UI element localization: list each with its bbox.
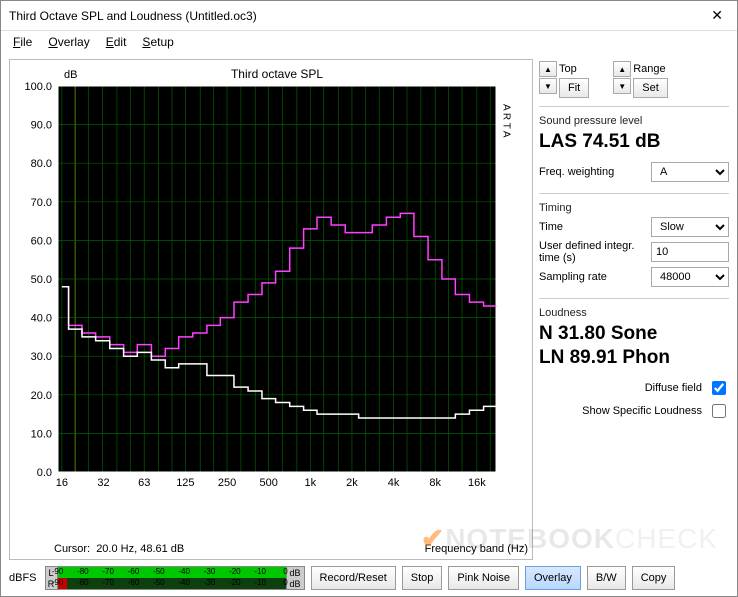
- freq-weighting-select[interactable]: ABCZ: [651, 162, 729, 182]
- show-loudness-checkbox[interactable]: [712, 404, 726, 418]
- svg-text:250: 250: [218, 477, 236, 489]
- close-icon[interactable]: ✕: [705, 7, 729, 24]
- loudness-panel: Loudness N 31.80 Sone LN 89.91 Phon Diff…: [539, 307, 729, 424]
- bottom-bar: dBFS L -90-80-70-60-50-40-30-20-100 dB R…: [1, 564, 737, 596]
- fit-button[interactable]: Fit: [559, 78, 589, 98]
- x-axis-label: Frequency band (Hz): [425, 543, 528, 555]
- menu-file[interactable]: File: [7, 33, 38, 51]
- left-pane: 0.0 10.0 20.0 30.0 40.0 50.0 60.0 70.0 80.0 90.0 1…: [9, 59, 533, 560]
- svg-text:dB: dB: [64, 69, 77, 81]
- chart-frame: 0.0 10.0 20.0 30.0 40.0 50.0 60.0 70.0 80.0 90.0 1…: [9, 59, 533, 560]
- svg-text:90.0: 90.0: [31, 120, 52, 132]
- body: 0.0 10.0 20.0 30.0 40.0 50.0 60.0 70.0 80.0 90.0 1…: [1, 53, 737, 564]
- menu-bar: File Overlay Edit Setup: [1, 31, 737, 53]
- set-button[interactable]: Set: [633, 78, 668, 98]
- svg-text:2k: 2k: [346, 477, 358, 489]
- spl-chart: 0.0 10.0 20.0 30.0 40.0 50.0 60.0 70.0 80.0 90.0 1…: [14, 64, 514, 494]
- svg-text:A R T A: A R T A: [501, 104, 512, 138]
- spl-value: LAS 74.51 dB: [539, 129, 729, 159]
- svg-text:10.0: 10.0: [31, 428, 52, 440]
- svg-text:1k: 1k: [304, 477, 316, 489]
- down-arrow-icon[interactable]: ▼: [539, 78, 557, 94]
- top-button-group: ▲ ▼ Top Fit ▲ ▼ Range Set: [539, 59, 729, 98]
- svg-text:60.0: 60.0: [31, 235, 52, 247]
- timing-panel: Timing Time FastSlowImpulse User defined…: [539, 202, 729, 290]
- record-reset-button[interactable]: Record/Reset: [311, 566, 396, 590]
- pink-noise-button[interactable]: Pink Noise: [448, 566, 519, 590]
- svg-text:16: 16: [56, 477, 68, 489]
- svg-text:30.0: 30.0: [31, 351, 52, 363]
- diffuse-field-checkbox[interactable]: [712, 381, 726, 395]
- svg-text:50.0: 50.0: [31, 274, 52, 286]
- sampling-rate-select[interactable]: 441004800096000: [651, 267, 729, 287]
- menu-setup[interactable]: Setup: [136, 33, 179, 51]
- svg-text:125: 125: [176, 477, 194, 489]
- svg-text:16k: 16k: [468, 477, 486, 489]
- time-select[interactable]: FastSlowImpulse: [651, 217, 729, 237]
- title-bar: Third Octave SPL and Loudness (Untitled.…: [1, 1, 737, 31]
- loudness-sone: N 31.80 Sone: [539, 321, 729, 345]
- app-window: Third Octave SPL and Loudness (Untitled.…: [0, 0, 738, 597]
- svg-text:4k: 4k: [388, 477, 400, 489]
- menu-overlay[interactable]: Overlay: [42, 33, 95, 51]
- overlay-button[interactable]: Overlay: [525, 566, 581, 590]
- cursor-readout: Cursor: 20.0 Hz, 48.61 dB Frequency band…: [14, 541, 528, 555]
- down-arrow-icon[interactable]: ▼: [613, 78, 631, 94]
- svg-text:70.0: 70.0: [31, 197, 52, 209]
- svg-text:40.0: 40.0: [31, 313, 52, 325]
- svg-text:100.0: 100.0: [24, 81, 52, 93]
- spl-panel: Sound pressure level LAS 74.51 dB Freq. …: [539, 115, 729, 185]
- dbfs-label: dBFS: [9, 572, 37, 584]
- window-title: Third Octave SPL and Loudness (Untitled.…: [9, 9, 705, 23]
- svg-text:Third octave SPL: Third octave SPL: [231, 67, 323, 81]
- stop-button[interactable]: Stop: [402, 566, 443, 590]
- svg-text:8k: 8k: [429, 477, 441, 489]
- svg-text:80.0: 80.0: [31, 158, 52, 170]
- level-meter: L -90-80-70-60-50-40-30-20-100 dB R -90-…: [45, 566, 305, 590]
- svg-text:32: 32: [97, 477, 109, 489]
- right-pane: ▲ ▼ Top Fit ▲ ▼ Range Set: [539, 59, 729, 560]
- chart-area: 0.0 10.0 20.0 30.0 40.0 50.0 60.0 70.0 80.0 90.0 1…: [14, 64, 528, 541]
- integration-time-input[interactable]: [651, 242, 729, 262]
- up-arrow-icon[interactable]: ▲: [539, 61, 557, 77]
- loudness-phon: LN 89.91 Phon: [539, 345, 729, 375]
- svg-text:500: 500: [259, 477, 277, 489]
- svg-text:63: 63: [138, 477, 150, 489]
- svg-text:20.0: 20.0: [31, 390, 52, 402]
- menu-edit[interactable]: Edit: [100, 33, 133, 51]
- up-arrow-icon[interactable]: ▲: [613, 61, 631, 77]
- svg-text:0.0: 0.0: [37, 467, 52, 479]
- bw-button[interactable]: B/W: [587, 566, 626, 590]
- copy-button[interactable]: Copy: [632, 566, 676, 590]
